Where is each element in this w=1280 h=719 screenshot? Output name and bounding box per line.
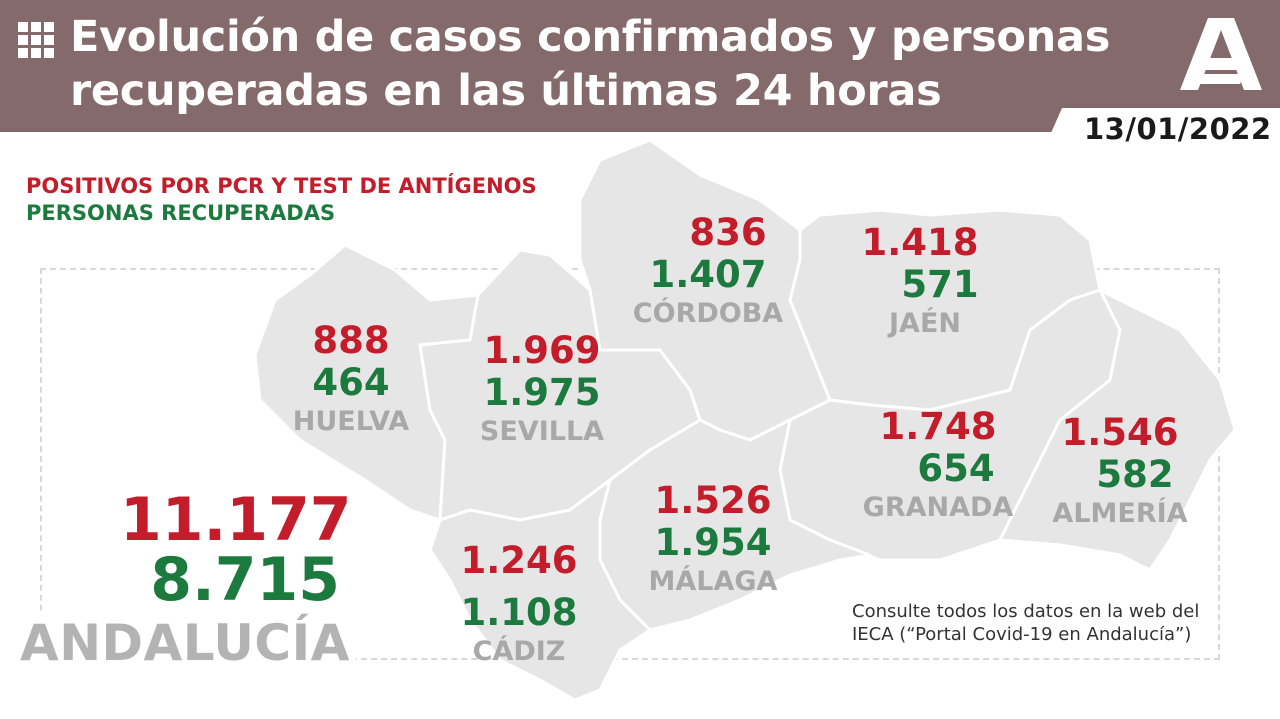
province-block-cordoba: 836 1.407 CÓRDOBA (628, 212, 788, 330)
legend-positives: POSITIVOS POR PCR Y TEST DE ANTÍGENOS (26, 174, 537, 198)
province-almeria (998, 288, 1237, 572)
footnote: Consulte todos los datos en la web del I… (852, 600, 1212, 646)
sevilla-positives: 1.969 (483, 329, 601, 372)
huelva-positives: 888 (312, 319, 390, 362)
cordoba-positives: 836 (689, 211, 767, 254)
page-title: Evolución de casos confirmados y persona… (70, 10, 1150, 118)
almeria-label: ALMERÍA (1052, 498, 1188, 529)
junta-andalucia-logo (1180, 18, 1262, 90)
cadiz-recovered: 1.108 (460, 591, 578, 634)
jaen-positives: 1.418 (861, 221, 979, 264)
date-tab (1040, 108, 1280, 158)
malaga-positives: 1.526 (654, 479, 772, 522)
sevilla-recovered: 1.975 (483, 371, 601, 414)
huelva-recovered: 464 (312, 361, 390, 404)
jaen-recovered: 571 (901, 263, 979, 306)
cadiz-label: CÁDIZ (472, 636, 566, 667)
total-positives: 11.177 (120, 485, 352, 555)
province-block-almeria: 1.546 582 ALMERÍA (1040, 412, 1200, 530)
granada-recovered: 654 (917, 447, 995, 490)
cadiz-positives: 1.246 (460, 539, 578, 582)
malaga-label: MÁLAGA (648, 566, 778, 597)
title-line-1: Evolución de casos confirmados y persona… (70, 12, 1110, 62)
malaga-recovered: 1.954 (654, 521, 772, 564)
sevilla-label: SEVILLA (479, 416, 605, 447)
andalucia-label: ANDALUCÍA (14, 614, 356, 672)
province-block-malaga: 1.526 1.954 MÁLAGA (638, 480, 788, 598)
jaen-label: JAÉN (889, 308, 961, 339)
province-block-huelva: 888 464 HUELVA (286, 320, 416, 438)
granada-positives: 1.748 (879, 405, 997, 448)
legend-recovered: PERSONAS RECUPERADAS (26, 201, 336, 225)
header-bar: Evolución de casos confirmados y persona… (0, 0, 1280, 132)
total-block: 11.177 8.715 (120, 485, 352, 615)
province-cadiz (428, 478, 652, 702)
total-recovered: 8.715 (150, 545, 340, 615)
almeria-recovered: 582 (1096, 453, 1174, 496)
province-block-sevilla: 1.969 1.975 SEVILLA (462, 330, 622, 448)
province-block-jaen: 1.418 571 JAÉN (840, 222, 1000, 340)
footnote-line-1: Consulte todos los datos en la web del (852, 601, 1200, 622)
cordoba-recovered: 1.407 (649, 253, 767, 296)
footnote-line-2: IECA (“Portal Covid-19 en Andalucía”) (852, 624, 1192, 645)
grid-icon (18, 22, 54, 58)
almeria-positives: 1.546 (1061, 411, 1179, 454)
cordoba-label: CÓRDOBA (632, 298, 784, 329)
huelva-label: HUELVA (292, 406, 410, 437)
province-block-granada: 1.748 654 GRANADA (858, 406, 1018, 524)
granada-label: GRANADA (862, 492, 1014, 523)
report-date: 13/01/2022 (1084, 112, 1272, 146)
title-line-2: recuperadas en las últimas 24 horas (70, 66, 942, 116)
province-block-cadiz: 1.246 1.108 CÁDIZ (444, 540, 594, 668)
